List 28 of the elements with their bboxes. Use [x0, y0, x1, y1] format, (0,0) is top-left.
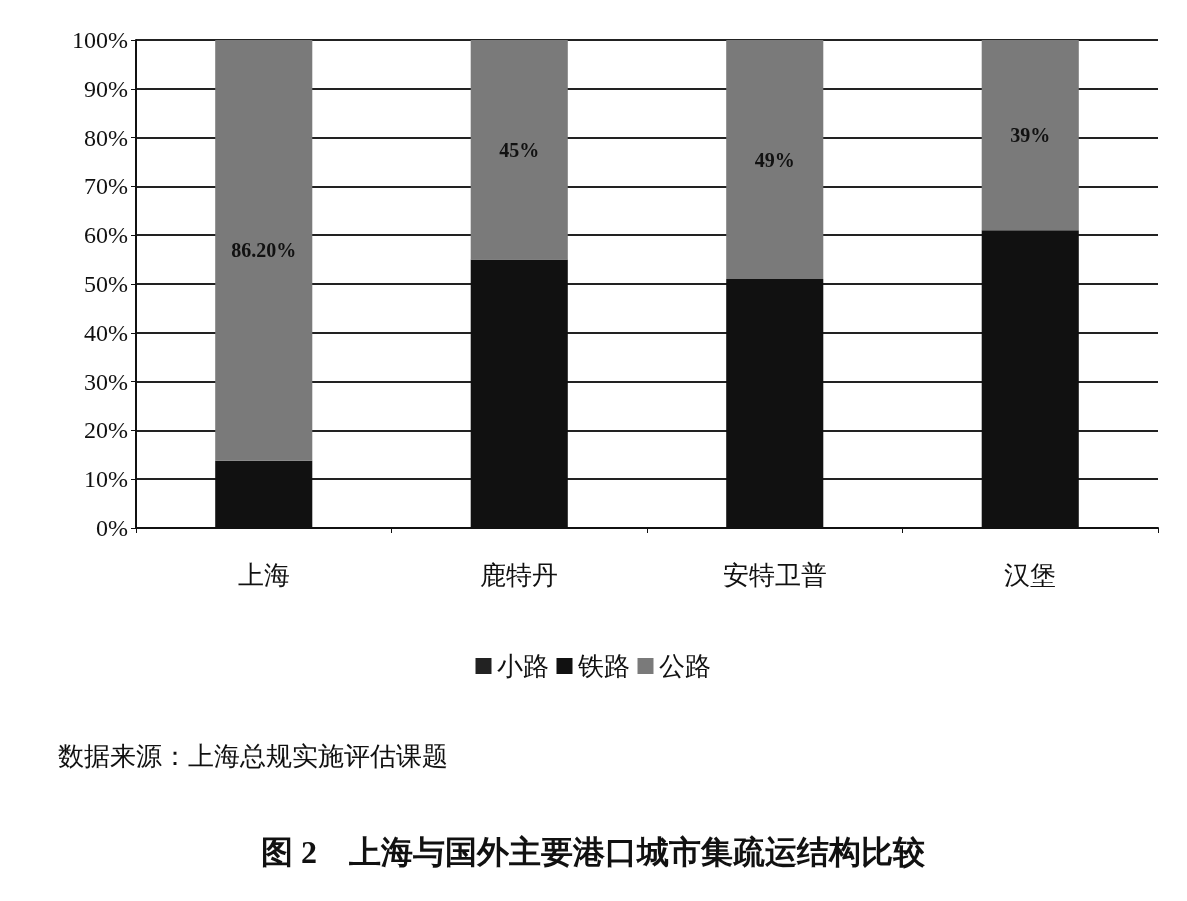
x-tick-label: 汉堡 — [1004, 560, 1057, 590]
y-tick-label: 60% — [84, 222, 128, 249]
x-tick-label: 安特卫普 — [722, 560, 827, 590]
source-note: 数据来源：上海总规实施评估课题 — [58, 741, 448, 771]
y-tick-label: 20% — [84, 417, 128, 444]
bar — [981, 40, 1079, 231]
bar — [215, 40, 313, 461]
data-label: 86.20% — [231, 239, 297, 262]
bar — [726, 40, 824, 280]
x-tick-label: 上海 — [237, 560, 290, 590]
legend-label: 铁路 — [576, 651, 630, 681]
text: 图 2 上海与国外主要港口城市集疏运结构比较 — [261, 834, 926, 870]
y-tick-label: 30% — [84, 368, 128, 395]
y-tick-label: 90% — [84, 75, 128, 102]
y-tick-label: 0% — [96, 515, 128, 541]
y-tick-label: 40% — [84, 319, 128, 346]
legend-label: 小路 — [496, 651, 549, 681]
y-tick-label: 70% — [84, 173, 128, 200]
y-tick-label: 100% — [72, 27, 128, 53]
data-label: 39% — [1010, 124, 1051, 147]
x-tick-label: 鹿特丹 — [480, 560, 559, 590]
data-label: 49% — [754, 148, 795, 171]
data-label: 45% — [499, 138, 540, 161]
y-tick-label: 80% — [84, 124, 128, 151]
bar — [470, 40, 568, 260]
y-tick-label: 10% — [84, 466, 128, 493]
legend-label: 公路 — [658, 651, 711, 681]
y-tick-label: 50% — [84, 271, 128, 297]
